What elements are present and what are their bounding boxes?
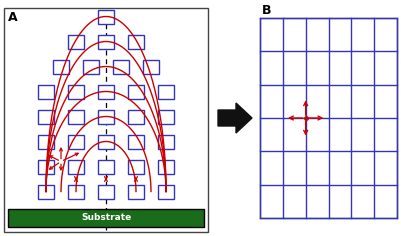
Bar bbox=[98, 185, 114, 198]
Bar bbox=[53, 59, 69, 73]
Bar bbox=[158, 185, 174, 198]
Bar bbox=[38, 135, 54, 148]
Bar bbox=[158, 135, 174, 148]
Bar bbox=[8, 209, 204, 227]
Text: A: A bbox=[8, 11, 18, 24]
Bar bbox=[68, 84, 84, 98]
Bar bbox=[38, 160, 54, 173]
Bar bbox=[38, 84, 54, 98]
FancyArrow shape bbox=[218, 103, 252, 133]
Bar bbox=[128, 135, 144, 148]
Bar bbox=[68, 135, 84, 148]
Bar bbox=[158, 160, 174, 173]
Bar bbox=[98, 34, 114, 49]
Bar bbox=[98, 110, 114, 123]
Bar bbox=[128, 160, 144, 173]
Bar bbox=[128, 84, 144, 98]
Text: B: B bbox=[262, 4, 271, 17]
Bar bbox=[68, 34, 84, 49]
Bar bbox=[68, 185, 84, 198]
Text: Substrate: Substrate bbox=[81, 214, 131, 223]
Bar bbox=[4, 8, 208, 232]
Bar bbox=[98, 160, 114, 173]
Bar bbox=[68, 160, 84, 173]
Bar bbox=[158, 84, 174, 98]
Bar bbox=[158, 110, 174, 123]
Bar bbox=[143, 59, 159, 73]
Bar bbox=[260, 18, 397, 218]
Bar bbox=[98, 9, 114, 24]
Bar bbox=[128, 110, 144, 123]
Bar bbox=[128, 185, 144, 198]
Bar bbox=[68, 110, 84, 123]
Bar bbox=[38, 110, 54, 123]
Bar bbox=[83, 59, 99, 73]
Bar bbox=[113, 59, 129, 73]
Bar bbox=[98, 135, 114, 148]
Bar bbox=[98, 84, 114, 98]
Bar bbox=[128, 34, 144, 49]
Bar bbox=[38, 185, 54, 198]
